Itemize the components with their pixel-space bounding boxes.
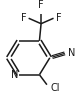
Text: N: N [68,48,75,58]
Text: F: F [21,13,26,23]
Text: F: F [38,0,44,10]
Text: Cl: Cl [51,83,60,93]
Text: N: N [11,70,19,80]
Text: F: F [56,13,62,23]
